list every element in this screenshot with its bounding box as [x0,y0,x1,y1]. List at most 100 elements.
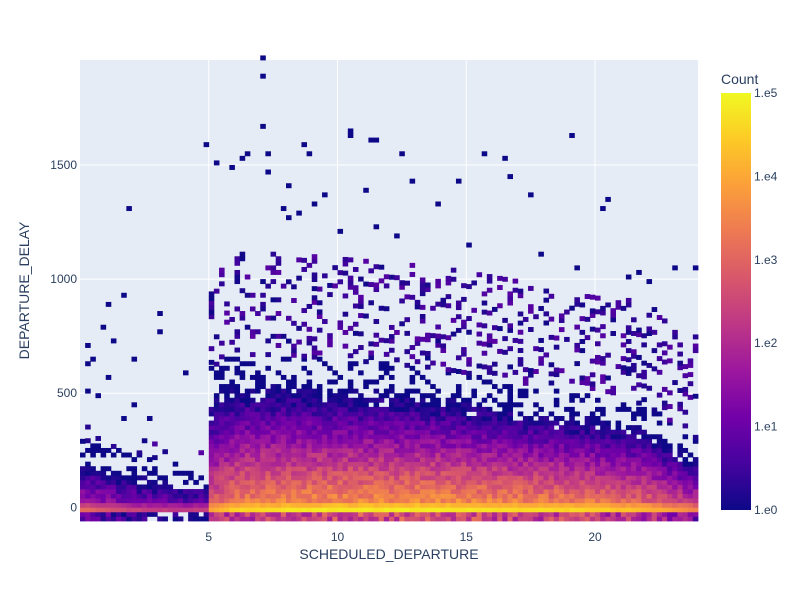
histogram-cell [569,516,575,522]
histogram-cell [651,307,658,313]
histogram-cell [177,507,184,513]
histogram-cell [373,420,380,426]
histogram-cell [631,507,637,513]
histogram-cell [280,498,287,504]
histogram-cell [409,374,416,380]
histogram-cell [239,493,246,499]
histogram-cell [600,429,606,435]
histogram-cell [131,498,138,504]
histogram-cell [260,384,266,390]
histogram-cell [687,498,694,504]
histogram-cell [90,447,96,453]
histogram-cell [327,282,333,288]
histogram-cell [80,470,86,476]
histogram-cell [167,507,174,513]
histogram-cell [553,420,560,426]
histogram-cell [378,434,385,440]
histogram-cell [564,470,570,476]
histogram-cell [383,443,390,449]
histogram-cell [260,479,266,485]
histogram-cell [672,511,678,517]
histogram-cell [255,489,261,495]
histogram-cell [90,516,96,522]
histogram-cell [389,402,395,408]
histogram-cell [373,411,380,417]
histogram-cell [661,489,668,495]
histogram-cell [625,274,632,280]
histogram-cell [538,425,544,431]
histogram-cell [435,502,441,508]
histogram-cell [337,511,344,517]
histogram-cell [636,502,642,508]
histogram-cell [219,452,225,458]
histogram-cell [677,443,683,449]
histogram-cell [368,484,374,490]
histogram-cell [455,178,462,184]
histogram-cell [528,461,534,467]
histogram-cell [548,466,555,472]
histogram-cell [430,489,436,495]
histogram-cell [383,484,390,490]
histogram-cell [213,425,220,431]
histogram-cell [296,493,302,499]
histogram-cell [502,372,508,378]
histogram-cell [425,287,431,293]
histogram-cell [692,475,699,481]
histogram-cell [229,511,235,517]
histogram-cell [661,447,668,453]
histogram-cell [615,493,622,499]
histogram-cell [625,434,632,440]
histogram-cell [352,466,359,472]
histogram-cell [455,475,462,481]
histogram-cell [584,484,591,490]
histogram-cell [249,434,256,440]
histogram-cell [522,447,529,453]
histogram-cell [589,447,596,453]
histogram-cell [136,507,143,513]
histogram-cell [275,311,282,316]
histogram-cell [280,466,287,472]
histogram-cell [265,466,271,472]
histogram-cell [394,233,400,239]
histogram-cell [486,447,493,453]
histogram-cell [528,327,534,332]
histogram-cell [306,388,313,394]
histogram-cell [661,484,668,490]
histogram-cell [569,484,575,490]
histogram-cell [90,502,96,508]
histogram-cell [234,461,241,467]
histogram-cell [471,498,477,504]
histogram-cell [476,438,483,444]
histogram-cell [152,479,158,485]
histogram-cell [389,511,395,517]
histogram-cell [517,452,524,458]
histogram-cell [492,516,498,522]
histogram-cell [569,438,575,444]
histogram-cell [358,411,364,417]
histogram-cell [553,452,560,458]
histogram-cell [414,466,421,472]
histogram-cell [435,484,441,490]
histogram-cell [461,324,467,330]
histogram-cell [100,447,107,453]
histogram-cell [373,516,380,522]
histogram-cell [672,461,678,467]
histogram-cell [450,443,457,449]
histogram-cell [394,489,400,495]
histogram-cell [234,411,241,417]
histogram-cell [528,304,534,310]
histogram-cell [244,457,251,463]
histogram-cell [677,452,683,458]
histogram-cell [275,484,282,490]
histogram-cell [265,447,271,453]
histogram-cell [306,303,313,309]
histogram-cell [476,507,483,513]
histogram-cell [378,452,385,458]
histogram-cell [219,443,225,449]
histogram-cell [311,461,318,467]
histogram-cell [595,309,601,315]
histogram-cell [512,502,519,508]
histogram-cell [656,452,663,458]
colorbar-tick-label: 1.e4 [754,169,778,183]
histogram-cell [656,356,663,362]
